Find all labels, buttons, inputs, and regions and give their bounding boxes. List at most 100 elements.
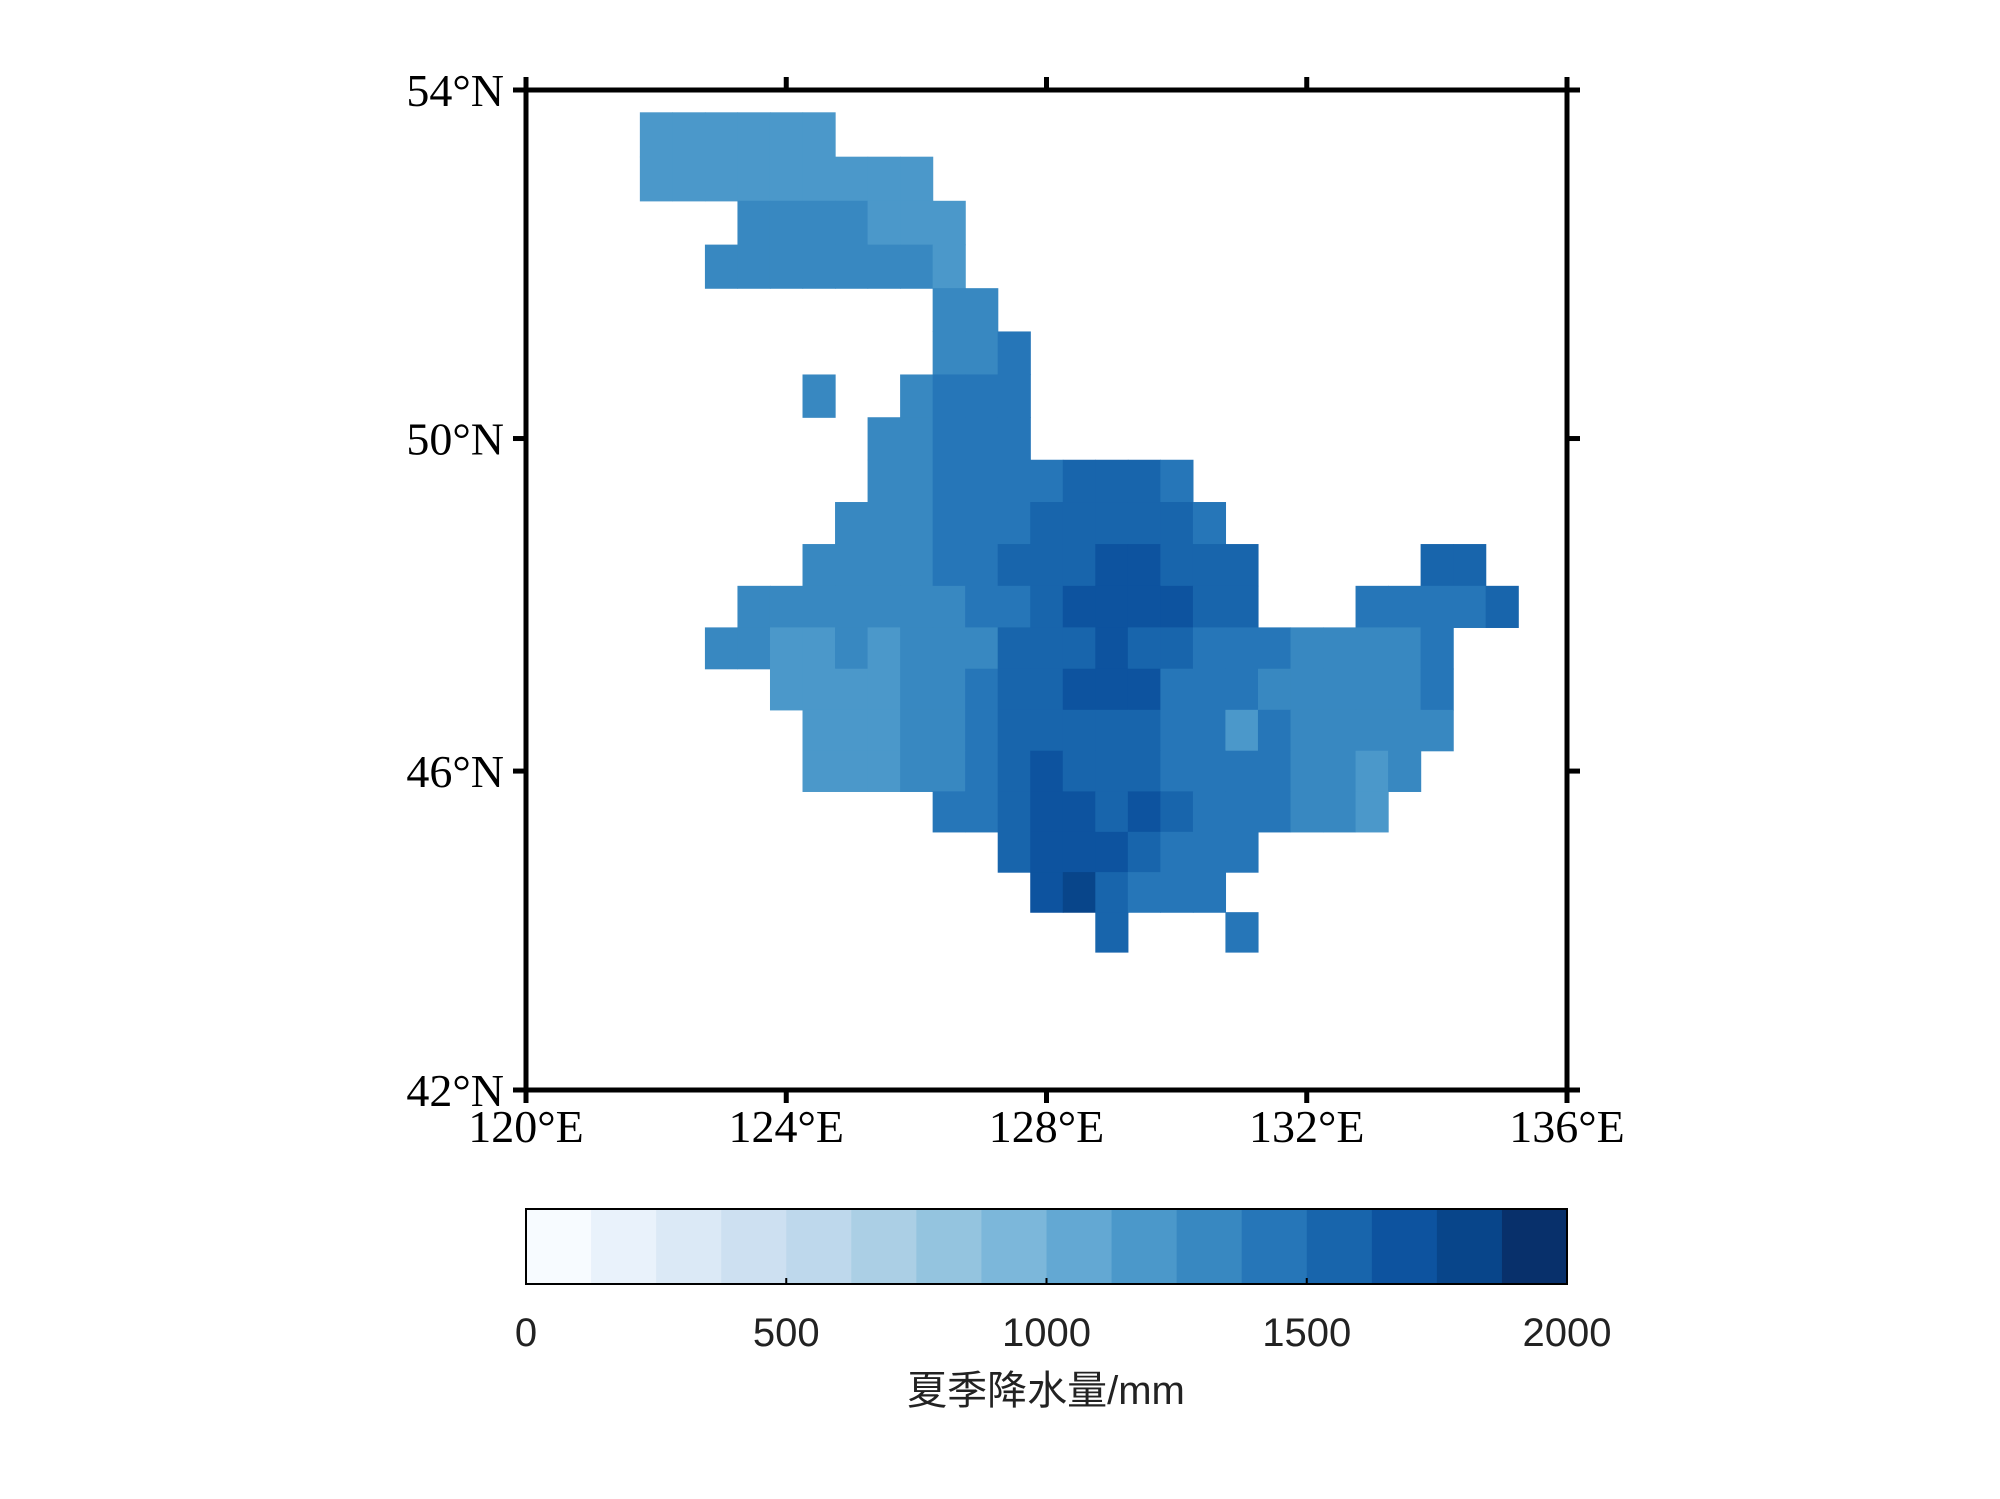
grid-cell bbox=[704, 112, 739, 158]
grid-cell bbox=[769, 585, 804, 628]
grid-cell bbox=[1192, 544, 1227, 587]
grid-cell bbox=[1062, 502, 1096, 545]
y-tick-label: 50°N bbox=[406, 414, 504, 465]
colorbar-bin bbox=[981, 1209, 1047, 1284]
grid-cell bbox=[1095, 459, 1129, 503]
colorbar-bin bbox=[1371, 1209, 1438, 1284]
grid-cell bbox=[1062, 627, 1096, 670]
x-tick-label: 124°E bbox=[729, 1101, 845, 1152]
grid-cell bbox=[672, 112, 706, 158]
grid-cell bbox=[1030, 459, 1064, 503]
colorbar-tick-label: 1000 bbox=[1002, 1311, 1091, 1355]
grid-cell bbox=[1388, 668, 1422, 711]
grid-cell bbox=[737, 156, 771, 202]
grid-cell bbox=[867, 200, 901, 246]
grid-cell bbox=[1290, 750, 1324, 792]
grid-cell bbox=[1192, 709, 1227, 752]
grid-cell bbox=[1160, 544, 1194, 587]
grid-cell bbox=[932, 200, 966, 246]
y-tick-label: 42°N bbox=[406, 1065, 504, 1116]
grid-cell bbox=[769, 156, 804, 202]
grid-cell bbox=[900, 627, 934, 670]
grid-cell bbox=[900, 585, 934, 628]
grid-cell bbox=[932, 709, 966, 752]
grid-cell bbox=[867, 750, 901, 792]
grid-cell bbox=[997, 791, 1031, 833]
grid-cell bbox=[802, 709, 836, 752]
grid-cell bbox=[1062, 791, 1096, 833]
grid-cell bbox=[1160, 791, 1194, 833]
grid-cell bbox=[1323, 791, 1357, 833]
grid-cell bbox=[867, 244, 901, 289]
grid-cell bbox=[1420, 709, 1454, 752]
grid-cell bbox=[1323, 709, 1357, 752]
grid-cell bbox=[1030, 709, 1064, 752]
grid-cell bbox=[1160, 750, 1194, 792]
grid-cell bbox=[1160, 668, 1194, 711]
grid-cell bbox=[1095, 544, 1129, 587]
colorbar-bin bbox=[786, 1209, 852, 1284]
grid-cell bbox=[997, 544, 1031, 587]
grid-cell bbox=[965, 331, 999, 376]
grid-cell bbox=[1257, 668, 1292, 711]
grid-cell bbox=[1127, 831, 1161, 873]
grid-cell bbox=[769, 668, 804, 711]
grid-cell bbox=[1355, 585, 1389, 628]
grid-cell bbox=[1062, 709, 1096, 752]
grid-cell bbox=[1257, 791, 1292, 833]
grid-cell bbox=[835, 200, 869, 246]
grid-cell bbox=[704, 244, 739, 289]
grid-cell bbox=[997, 750, 1031, 792]
grid-cell bbox=[900, 156, 934, 202]
grid-cell bbox=[1030, 585, 1064, 628]
grid-cell bbox=[1420, 585, 1454, 628]
grid-cell bbox=[1355, 750, 1389, 792]
grid-cell bbox=[1225, 709, 1259, 752]
grid-cell bbox=[1095, 872, 1129, 913]
grid-cell bbox=[769, 200, 804, 246]
grid-cell bbox=[802, 750, 836, 792]
grid-cell bbox=[965, 791, 999, 833]
grid-cell bbox=[1127, 459, 1161, 503]
x-tick-label: 128°E bbox=[989, 1101, 1105, 1152]
grid-cell bbox=[900, 750, 934, 792]
grid-cell bbox=[1192, 627, 1227, 670]
grid-cell bbox=[802, 627, 836, 670]
grid-cell bbox=[1355, 791, 1389, 833]
grid-cell bbox=[1388, 627, 1422, 670]
grid-cell bbox=[1030, 872, 1064, 913]
grid-cell bbox=[867, 156, 901, 202]
grid-cell bbox=[1192, 872, 1227, 913]
grid-cell bbox=[1160, 585, 1194, 628]
grid-cell bbox=[1225, 544, 1259, 587]
grid-cell bbox=[867, 544, 901, 587]
grid-cell bbox=[1323, 750, 1357, 792]
colorbar-bin bbox=[526, 1209, 592, 1284]
grid-cell bbox=[835, 668, 869, 711]
colorbar-bin bbox=[1436, 1209, 1503, 1284]
grid-cell bbox=[1095, 831, 1129, 873]
grid-cell bbox=[932, 417, 966, 461]
colorbar-bin bbox=[591, 1209, 657, 1284]
grid-cell bbox=[1420, 668, 1454, 711]
grid-cell bbox=[1192, 750, 1227, 792]
grid-cell bbox=[1485, 585, 1519, 628]
grid-cell bbox=[1225, 912, 1259, 953]
grid-cell bbox=[1127, 791, 1161, 833]
grid-cell bbox=[639, 156, 673, 202]
colorbar-bin bbox=[851, 1209, 917, 1284]
grid-cell bbox=[1127, 585, 1161, 628]
colorbar-tick-label: 1500 bbox=[1262, 1311, 1351, 1355]
grid-cell bbox=[1388, 585, 1422, 628]
grid-cell bbox=[1095, 502, 1129, 545]
colorbar-bin bbox=[1111, 1209, 1178, 1284]
grid-cell bbox=[769, 627, 804, 670]
colorbar-bin bbox=[916, 1209, 982, 1284]
grid-cell bbox=[802, 374, 836, 418]
grid-cell bbox=[1225, 831, 1259, 873]
grid-cell bbox=[900, 459, 934, 503]
grid-cell bbox=[1127, 750, 1161, 792]
grid-cell bbox=[900, 244, 934, 289]
grid-cell bbox=[997, 831, 1031, 873]
grid-cell bbox=[997, 627, 1031, 670]
